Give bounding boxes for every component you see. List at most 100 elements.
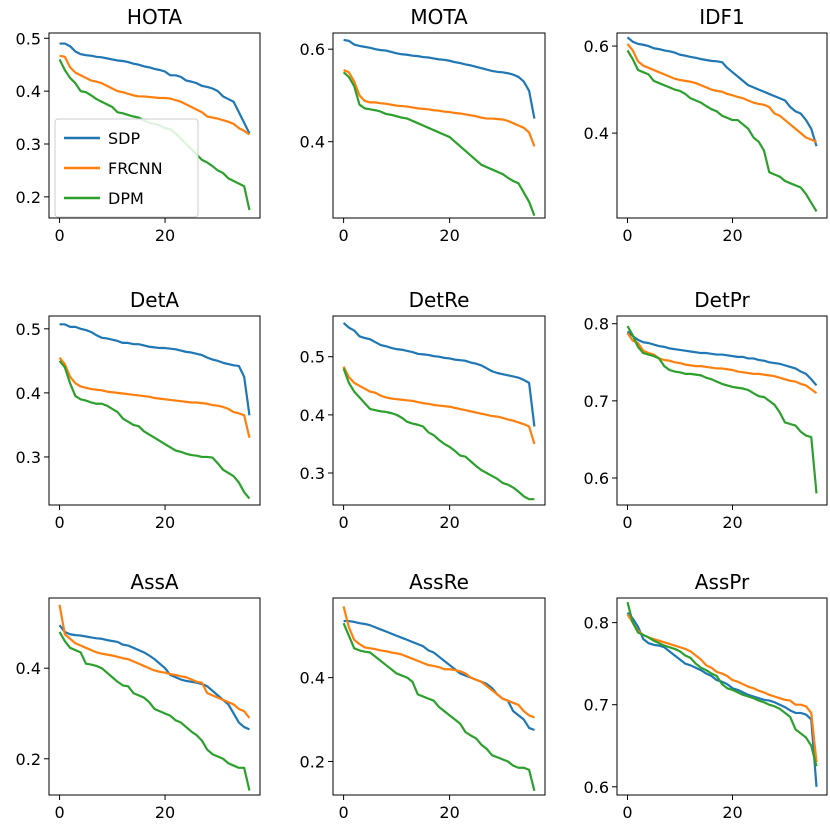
panel-hota: HOTA 0 20 0.2 0.3 0.4 0.5 SDP FRCNN DPM bbox=[16, 5, 261, 245]
x-tick-label: 0 bbox=[622, 513, 632, 532]
x-tick-label: 0 bbox=[622, 803, 632, 822]
series-line-frcnn bbox=[626, 43, 817, 143]
series-line-dpm bbox=[342, 622, 536, 792]
y-tick-label: 0.3 bbox=[16, 448, 41, 467]
y-tick-label: 0.2 bbox=[300, 752, 325, 771]
plot-frame bbox=[48, 32, 261, 219]
plot-frame bbox=[48, 315, 261, 506]
panel-title: IDF1 bbox=[699, 5, 745, 29]
series-line-sdp bbox=[343, 38, 536, 119]
y-tick-label: 0.4 bbox=[300, 669, 325, 688]
y-tick-label: 0.3 bbox=[300, 464, 325, 483]
legend-label-frcnn: FRCNN bbox=[108, 159, 163, 178]
plot-frame bbox=[48, 597, 261, 796]
series-line-dpm bbox=[58, 360, 251, 500]
y-tick-label: 0.2 bbox=[16, 750, 41, 769]
series-line-dpm bbox=[58, 631, 251, 791]
panel-detre: DetRe 0 20 0.3 0.4 0.5 bbox=[300, 288, 546, 532]
x-tick-label: 0 bbox=[54, 803, 64, 822]
plot-frame bbox=[616, 597, 828, 796]
series-line-frcnn bbox=[626, 613, 818, 763]
y-tick-label: 0.4 bbox=[300, 406, 325, 425]
y-tick-label: 0.6 bbox=[584, 37, 609, 56]
x-tick-label: 20 bbox=[722, 803, 742, 822]
series-line-dpm bbox=[626, 49, 818, 213]
panel-idf1: IDF1 0 20 0.4 0.6 bbox=[584, 5, 828, 245]
y-tick-label: 0.5 bbox=[300, 348, 325, 367]
y-tick-label: 0.6 bbox=[300, 40, 325, 59]
panel-title: DetPr bbox=[694, 288, 750, 312]
panel-title: AssRe bbox=[409, 570, 469, 594]
panel-title: AssA bbox=[130, 570, 179, 594]
y-tick-label: 0.7 bbox=[584, 392, 609, 411]
y-tick-label: 0.6 bbox=[584, 469, 609, 488]
x-tick-label: 0 bbox=[54, 226, 64, 245]
panel-assa: AssA 0 20 0.2 0.4 bbox=[16, 570, 261, 822]
panel-title: AssPr bbox=[695, 570, 750, 594]
series-line-sdp bbox=[59, 42, 251, 134]
series-line-sdp bbox=[626, 36, 818, 147]
series-line-dpm bbox=[626, 325, 818, 494]
x-tick-label: 0 bbox=[339, 513, 349, 532]
legend-box bbox=[54, 118, 199, 218]
series-line-frcnn bbox=[58, 604, 251, 719]
series-line-frcnn bbox=[342, 366, 536, 445]
y-tick-label: 0.8 bbox=[584, 315, 609, 334]
x-tick-label: 0 bbox=[339, 226, 349, 245]
panel-detpr: DetPr 0 20 0.6 0.7 0.8 bbox=[584, 288, 828, 532]
panel-deta: DetA 0 20 0.3 0.4 0.5 bbox=[16, 288, 261, 532]
x-tick-label: 20 bbox=[155, 226, 175, 245]
x-tick-label: 20 bbox=[722, 226, 742, 245]
y-tick-label: 0.2 bbox=[16, 188, 41, 207]
series-line-dpm bbox=[342, 71, 536, 217]
y-tick-label: 0.6 bbox=[584, 778, 609, 797]
y-tick-label: 0.3 bbox=[16, 135, 41, 154]
plot-frame bbox=[616, 32, 828, 219]
panel-title: DetRe bbox=[409, 288, 470, 312]
y-tick-label: 0.4 bbox=[16, 82, 41, 101]
plot-frame bbox=[616, 315, 828, 506]
panel-mota: MOTA 0 20 0.4 0.6 bbox=[300, 5, 546, 245]
panel-title: DetA bbox=[130, 288, 180, 312]
series-line-frcnn bbox=[59, 54, 251, 136]
y-tick-label: 0.4 bbox=[16, 384, 41, 403]
x-tick-label: 20 bbox=[439, 226, 459, 245]
series-line-frcnn bbox=[342, 606, 535, 719]
y-tick-label: 0.5 bbox=[16, 320, 41, 339]
panel-asspr: AssPr 0 20 0.6 0.7 0.8 bbox=[584, 570, 828, 822]
y-tick-label: 0.4 bbox=[300, 133, 325, 152]
series-line-sdp bbox=[626, 330, 818, 387]
x-tick-label: 20 bbox=[155, 803, 175, 822]
series-line-frcnn bbox=[58, 356, 251, 438]
legend-label-sdp: SDP bbox=[108, 129, 140, 148]
panel-assre: AssRe 0 20 0.2 0.4 bbox=[300, 570, 546, 822]
x-tick-label: 0 bbox=[339, 803, 349, 822]
series-line-frcnn bbox=[343, 68, 536, 147]
x-tick-label: 20 bbox=[155, 513, 175, 532]
y-tick-label: 0.4 bbox=[584, 124, 609, 143]
series-line-dpm bbox=[626, 601, 818, 767]
x-tick-label: 20 bbox=[439, 803, 459, 822]
series-line-sdp bbox=[59, 323, 251, 416]
series-line-sdp bbox=[342, 322, 536, 427]
y-tick-label: 0.7 bbox=[584, 696, 609, 715]
series-line-sdp bbox=[58, 624, 250, 731]
x-tick-label: 20 bbox=[439, 513, 459, 532]
plot-frame bbox=[332, 32, 546, 219]
x-tick-label: 0 bbox=[622, 226, 632, 245]
panel-title: MOTA bbox=[410, 5, 468, 29]
x-tick-label: 20 bbox=[722, 513, 742, 532]
legend: SDP FRCNN DPM bbox=[54, 118, 199, 218]
y-tick-label: 0.4 bbox=[16, 659, 41, 678]
plot-frame bbox=[332, 597, 546, 796]
series-line-sdp bbox=[626, 612, 818, 787]
x-tick-label: 0 bbox=[54, 513, 64, 532]
panel-title: HOTA bbox=[127, 5, 182, 29]
y-tick-label: 0.8 bbox=[584, 614, 609, 633]
y-tick-label: 0.5 bbox=[16, 29, 41, 48]
legend-label-dpm: DPM bbox=[108, 189, 144, 208]
series-line-dpm bbox=[342, 367, 535, 501]
series-line-sdp bbox=[343, 619, 535, 732]
plot-frame bbox=[332, 315, 546, 506]
